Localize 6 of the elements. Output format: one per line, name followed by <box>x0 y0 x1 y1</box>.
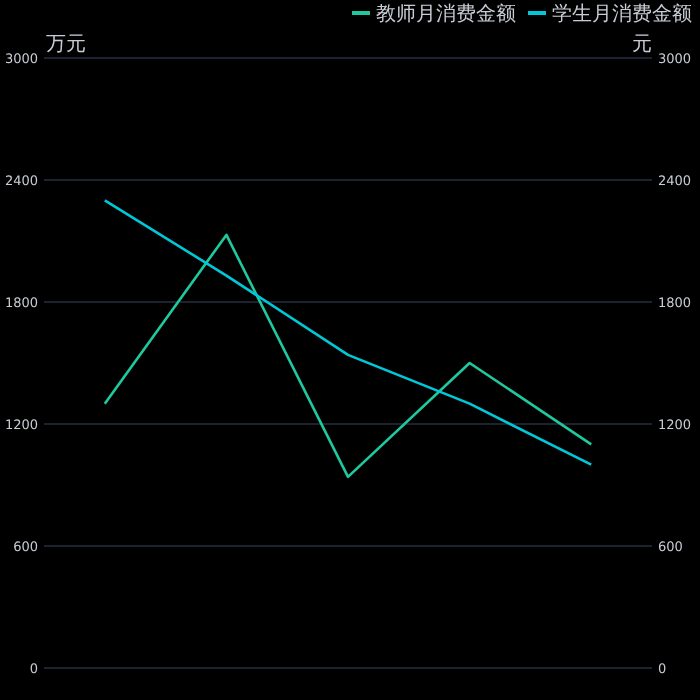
y2-axis-title: 元 <box>632 34 652 56</box>
legend-label: 学生月消费金额 <box>552 2 692 26</box>
line-series <box>103 199 593 466</box>
legend-label: 教师月消费金额 <box>376 2 516 26</box>
line-series <box>103 233 593 479</box>
y-axis-title: 万元 <box>46 34 86 56</box>
